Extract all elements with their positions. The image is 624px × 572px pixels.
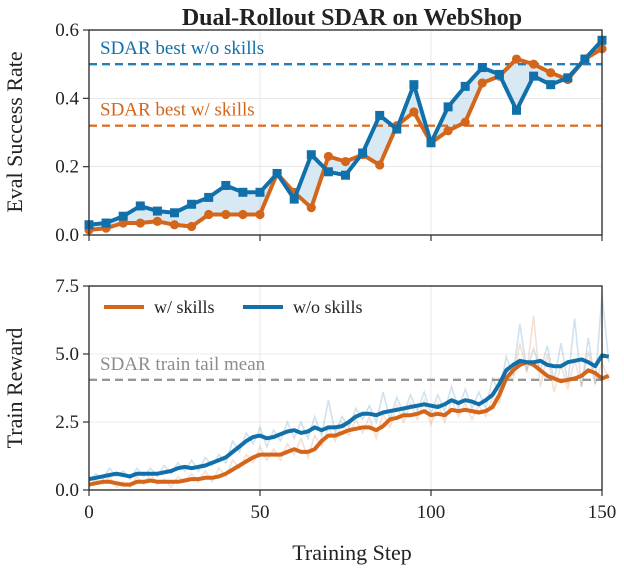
series-line-w-o-skills [88, 353, 610, 482]
data-point [563, 73, 573, 83]
data-point [289, 194, 299, 204]
data-point [170, 208, 179, 218]
eval-ylabel: Eval Success Rate [2, 51, 27, 212]
data-point [255, 209, 265, 220]
eval-series [84, 35, 607, 235]
x-tick-label: 50 [251, 502, 270, 523]
data-point [323, 167, 333, 177]
train-raw-series [88, 294, 610, 489]
train-reference-lines: SDAR train tail mean [89, 354, 602, 382]
data-point [238, 187, 248, 197]
data-point [204, 209, 214, 220]
x-tick-label: 100 [417, 502, 446, 523]
raw-line-w-o-skills [88, 294, 610, 483]
data-point [101, 218, 111, 228]
data-point [409, 107, 419, 117]
data-point [443, 102, 453, 112]
data-point [152, 206, 162, 216]
eval-axes-frame [88, 29, 603, 236]
y-tick-label: 2.5 [55, 412, 79, 433]
data-point [238, 209, 248, 220]
data-point [323, 151, 333, 162]
data-point [546, 80, 556, 90]
train-series [88, 353, 610, 487]
data-point [529, 59, 539, 69]
data-point [580, 54, 590, 64]
eval-ticks: 0.0 0.2 0.4 0.6 [55, 20, 603, 246]
data-point [375, 160, 385, 170]
data-point [375, 110, 385, 120]
data-point [494, 69, 504, 79]
train-axes-frame [88, 285, 603, 491]
data-point [169, 220, 180, 230]
x-tick-label: 150 [588, 502, 617, 523]
data-point [512, 105, 521, 115]
train-ticks: 0 50 100 150 0.0 2.5 5.0 7.5 [55, 276, 616, 523]
ref-label-sdar-best-w-o-skills: SDAR best w/o skills [100, 38, 264, 59]
y-tick-label: 5.0 [55, 344, 79, 365]
difference-shade [89, 40, 602, 230]
y-tick-label: 0.0 [55, 225, 79, 246]
raw-line-w-skills [88, 315, 610, 489]
legend: w/ skills w/o skills [104, 297, 363, 317]
data-point [221, 180, 231, 190]
eval-difference-shading [89, 40, 602, 230]
x-tick-label: 0 [84, 502, 94, 523]
train-reward-panel: SDAR train tail mean 0 50 100 150 0.0 2.5 5.0 7… [2, 276, 616, 523]
data-point [529, 71, 539, 81]
data-point [187, 199, 197, 209]
data-point [341, 170, 350, 180]
data-point [118, 211, 128, 221]
data-point [135, 201, 145, 211]
legend-label-with-skills: w/ skills [154, 297, 215, 317]
ref-label-sdar-best-w-skills: SDAR best w/ skills [100, 100, 255, 121]
data-point [443, 126, 453, 136]
data-point [204, 192, 214, 202]
ref-label-sdar-train-tail-mean: SDAR train tail mean [100, 354, 266, 375]
data-point [306, 203, 316, 213]
y-tick-label: 0.0 [55, 480, 79, 501]
eval-reference-lines: SDAR best w/o skills SDAR best w/ skills [89, 38, 602, 127]
data-point [306, 150, 316, 160]
data-point [460, 117, 470, 127]
y-tick-label: 0.4 [55, 88, 79, 109]
data-point [118, 218, 128, 228]
legend-label-without-skills: w/o skills [293, 297, 363, 317]
data-point [255, 187, 265, 197]
x-axis-label: Training Step [292, 540, 412, 565]
data-point [358, 148, 368, 158]
y-tick-label: 0.2 [55, 157, 79, 178]
data-point [392, 124, 402, 134]
series-line-w-skills [88, 360, 610, 487]
data-point [187, 221, 197, 232]
data-point [152, 216, 162, 226]
train-ylabel: Train Reward [2, 328, 27, 449]
data-point [477, 78, 487, 88]
data-point [221, 209, 231, 220]
chart-title: Dual-Rollout SDAR on WebShop [182, 5, 522, 31]
data-point [135, 218, 145, 228]
data-point [409, 80, 419, 90]
y-tick-label: 0.6 [55, 20, 79, 41]
y-tick-label: 7.5 [55, 276, 79, 297]
data-point [340, 156, 351, 167]
data-point [426, 138, 436, 148]
data-point [272, 169, 282, 178]
data-point [477, 63, 487, 73]
data-point [546, 68, 556, 78]
data-point [511, 54, 522, 64]
data-point [460, 81, 470, 91]
